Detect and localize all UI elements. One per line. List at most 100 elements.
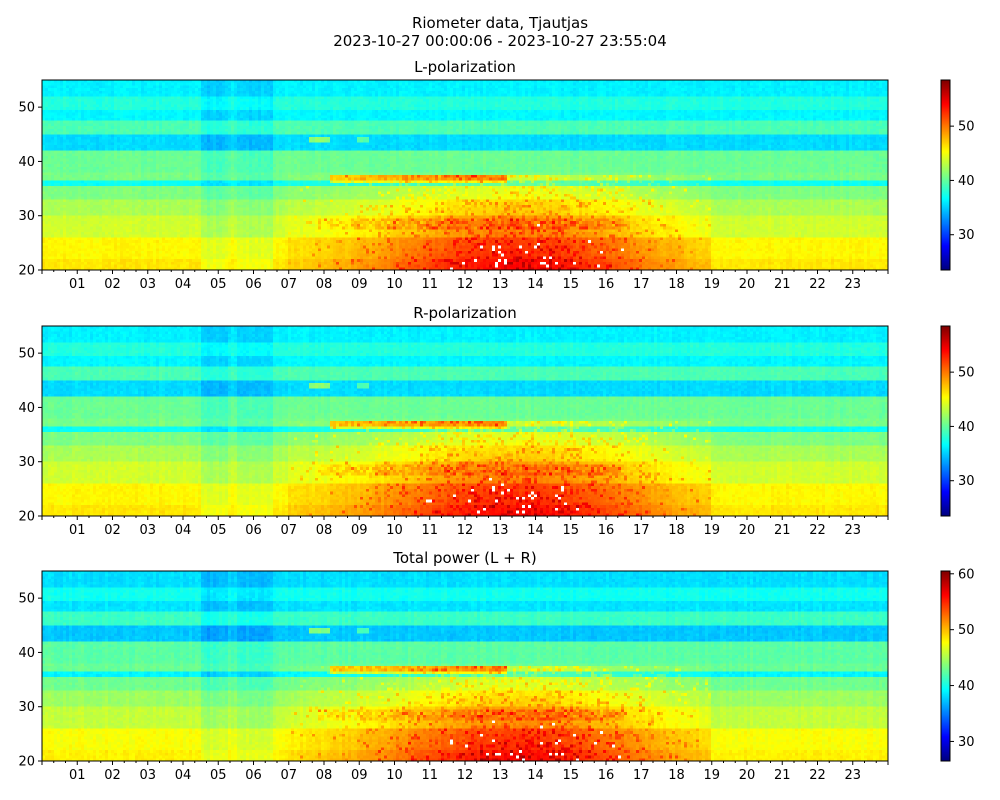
x-tick-label: 03 <box>139 523 156 538</box>
x-tick-label: 20 <box>739 277 756 292</box>
x-tick-label: 18 <box>668 768 685 783</box>
colorbar <box>941 326 950 516</box>
y-tick-label: 30 <box>18 700 35 715</box>
colorbar <box>941 80 950 270</box>
x-tick-label: 06 <box>245 768 262 783</box>
x-tick-label: 01 <box>69 277 86 292</box>
y-tick-label: 20 <box>18 510 35 525</box>
x-tick-label: 20 <box>739 523 756 538</box>
x-tick-label: 15 <box>562 768 579 783</box>
heatmap-image <box>42 571 888 761</box>
x-tick-label: 10 <box>386 523 403 538</box>
colorbar-tick-label: 40 <box>958 679 975 694</box>
x-tick-label: 22 <box>809 277 826 292</box>
x-tick-label: 19 <box>703 277 720 292</box>
x-tick-label: 18 <box>668 277 685 292</box>
y-tick-label: 20 <box>18 755 35 770</box>
y-tick-label: 40 <box>18 646 35 661</box>
colorbar-tick-label: 50 <box>958 120 975 135</box>
x-tick-label: 16 <box>598 768 615 783</box>
x-tick-label: 15 <box>562 277 579 292</box>
x-tick-label: 18 <box>668 523 685 538</box>
x-tick-label: 19 <box>703 768 720 783</box>
x-tick-label: 17 <box>633 277 650 292</box>
x-tick-label: 05 <box>210 277 227 292</box>
y-tick-label: 20 <box>18 264 35 279</box>
colorbar-tick-label: 30 <box>958 735 975 750</box>
x-tick-label: 09 <box>351 523 368 538</box>
colorbar-tick-label: 30 <box>958 228 975 243</box>
x-tick-label: 03 <box>139 768 156 783</box>
x-tick-label: 14 <box>527 523 544 538</box>
y-tick-label: 50 <box>18 101 35 116</box>
x-tick-label: 13 <box>492 277 509 292</box>
x-tick-label: 03 <box>139 277 156 292</box>
x-tick-label: 20 <box>739 768 756 783</box>
x-tick-label: 23 <box>844 277 861 292</box>
colorbar-tick-label: 30 <box>958 474 975 489</box>
x-tick-label: 15 <box>562 523 579 538</box>
colorbar-tick-label: 50 <box>958 366 975 381</box>
colorbar-frame <box>940 79 951 271</box>
x-tick-label: 09 <box>351 768 368 783</box>
x-tick-label: 06 <box>245 523 262 538</box>
x-tick-label: 02 <box>104 523 121 538</box>
heatmap-image <box>42 326 888 516</box>
x-tick-label: 16 <box>598 277 615 292</box>
x-tick-label: 14 <box>527 768 544 783</box>
x-tick-label: 06 <box>245 277 262 292</box>
x-tick-label: 08 <box>316 277 333 292</box>
colorbar-frame <box>940 570 951 762</box>
x-tick-label: 09 <box>351 277 368 292</box>
heatmap-image <box>42 80 888 270</box>
panel-title: Total power (L + R) <box>393 549 537 567</box>
x-tick-label: 02 <box>104 768 121 783</box>
x-tick-label: 01 <box>69 523 86 538</box>
x-tick-label: 07 <box>280 768 297 783</box>
x-tick-label: 02 <box>104 277 121 292</box>
x-tick-label: 17 <box>633 768 650 783</box>
y-tick-label: 50 <box>18 347 35 362</box>
x-tick-label: 22 <box>809 768 826 783</box>
y-tick-label: 40 <box>18 155 35 170</box>
x-tick-label: 10 <box>386 277 403 292</box>
x-tick-label: 05 <box>210 768 227 783</box>
colorbar-tick-label: 50 <box>958 623 975 638</box>
x-tick-label: 01 <box>69 768 86 783</box>
x-tick-label: 07 <box>280 277 297 292</box>
x-tick-label: 21 <box>774 523 791 538</box>
y-tick-label: 40 <box>18 401 35 416</box>
figure-title: Riometer data, Tjautjas <box>411 14 589 32</box>
x-tick-label: 13 <box>492 768 509 783</box>
x-tick-label: 10 <box>386 768 403 783</box>
x-tick-label: 11 <box>421 277 438 292</box>
x-tick-label: 08 <box>316 768 333 783</box>
x-tick-label: 21 <box>774 277 791 292</box>
y-tick-label: 50 <box>18 592 35 607</box>
y-tick-label: 30 <box>18 209 35 224</box>
x-tick-label: 12 <box>457 523 474 538</box>
colorbar-tick-label: 40 <box>958 420 975 435</box>
x-tick-label: 19 <box>703 523 720 538</box>
x-tick-label: 04 <box>175 277 192 292</box>
x-tick-label: 16 <box>598 523 615 538</box>
x-tick-label: 04 <box>175 768 192 783</box>
x-tick-label: 11 <box>421 523 438 538</box>
figure-subtitle: 2023-10-27 00:00:06 - 2023-10-27 23:55:0… <box>333 32 667 50</box>
x-tick-label: 22 <box>809 523 826 538</box>
x-tick-label: 23 <box>844 523 861 538</box>
x-tick-label: 07 <box>280 523 297 538</box>
x-tick-label: 23 <box>844 768 861 783</box>
colorbar-frame <box>940 325 951 517</box>
x-tick-label: 17 <box>633 523 650 538</box>
x-tick-label: 04 <box>175 523 192 538</box>
colorbar-tick-label: 40 <box>958 174 975 189</box>
y-tick-label: 30 <box>18 455 35 470</box>
panel-title: R-polarization <box>413 304 517 322</box>
panel-title: L-polarization <box>414 58 516 76</box>
x-tick-label: 12 <box>457 277 474 292</box>
